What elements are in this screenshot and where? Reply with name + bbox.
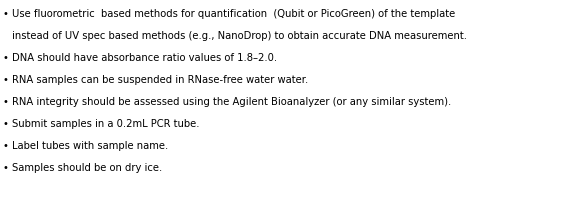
Text: •: • bbox=[3, 53, 9, 63]
Text: DNA should have absorbance ratio values of 1.8–2.0.: DNA should have absorbance ratio values … bbox=[12, 53, 277, 63]
Text: •: • bbox=[3, 75, 9, 85]
Text: Label tubes with sample name.: Label tubes with sample name. bbox=[12, 141, 168, 151]
Text: •: • bbox=[3, 141, 9, 151]
Text: Submit samples in a 0.2mL PCR tube.: Submit samples in a 0.2mL PCR tube. bbox=[12, 119, 200, 129]
Text: •: • bbox=[3, 9, 9, 19]
Text: •: • bbox=[3, 97, 9, 107]
Text: •: • bbox=[3, 119, 9, 129]
Text: Samples should be on dry ice.: Samples should be on dry ice. bbox=[12, 163, 162, 173]
Text: •: • bbox=[3, 163, 9, 173]
Text: RNA integrity should be assessed using the Agilent Bioanalyzer (or any similar s: RNA integrity should be assessed using t… bbox=[12, 97, 451, 107]
Text: instead of UV spec based methods (e.g., NanoDrop) to obtain accurate DNA measure: instead of UV spec based methods (e.g., … bbox=[12, 31, 467, 41]
Text: RNA samples can be suspended in RNase-free water water.: RNA samples can be suspended in RNase-fr… bbox=[12, 75, 308, 85]
Text: Use fluorometric  based methods for quantification  (Qubit or PicoGreen) of the : Use fluorometric based methods for quant… bbox=[12, 9, 455, 19]
